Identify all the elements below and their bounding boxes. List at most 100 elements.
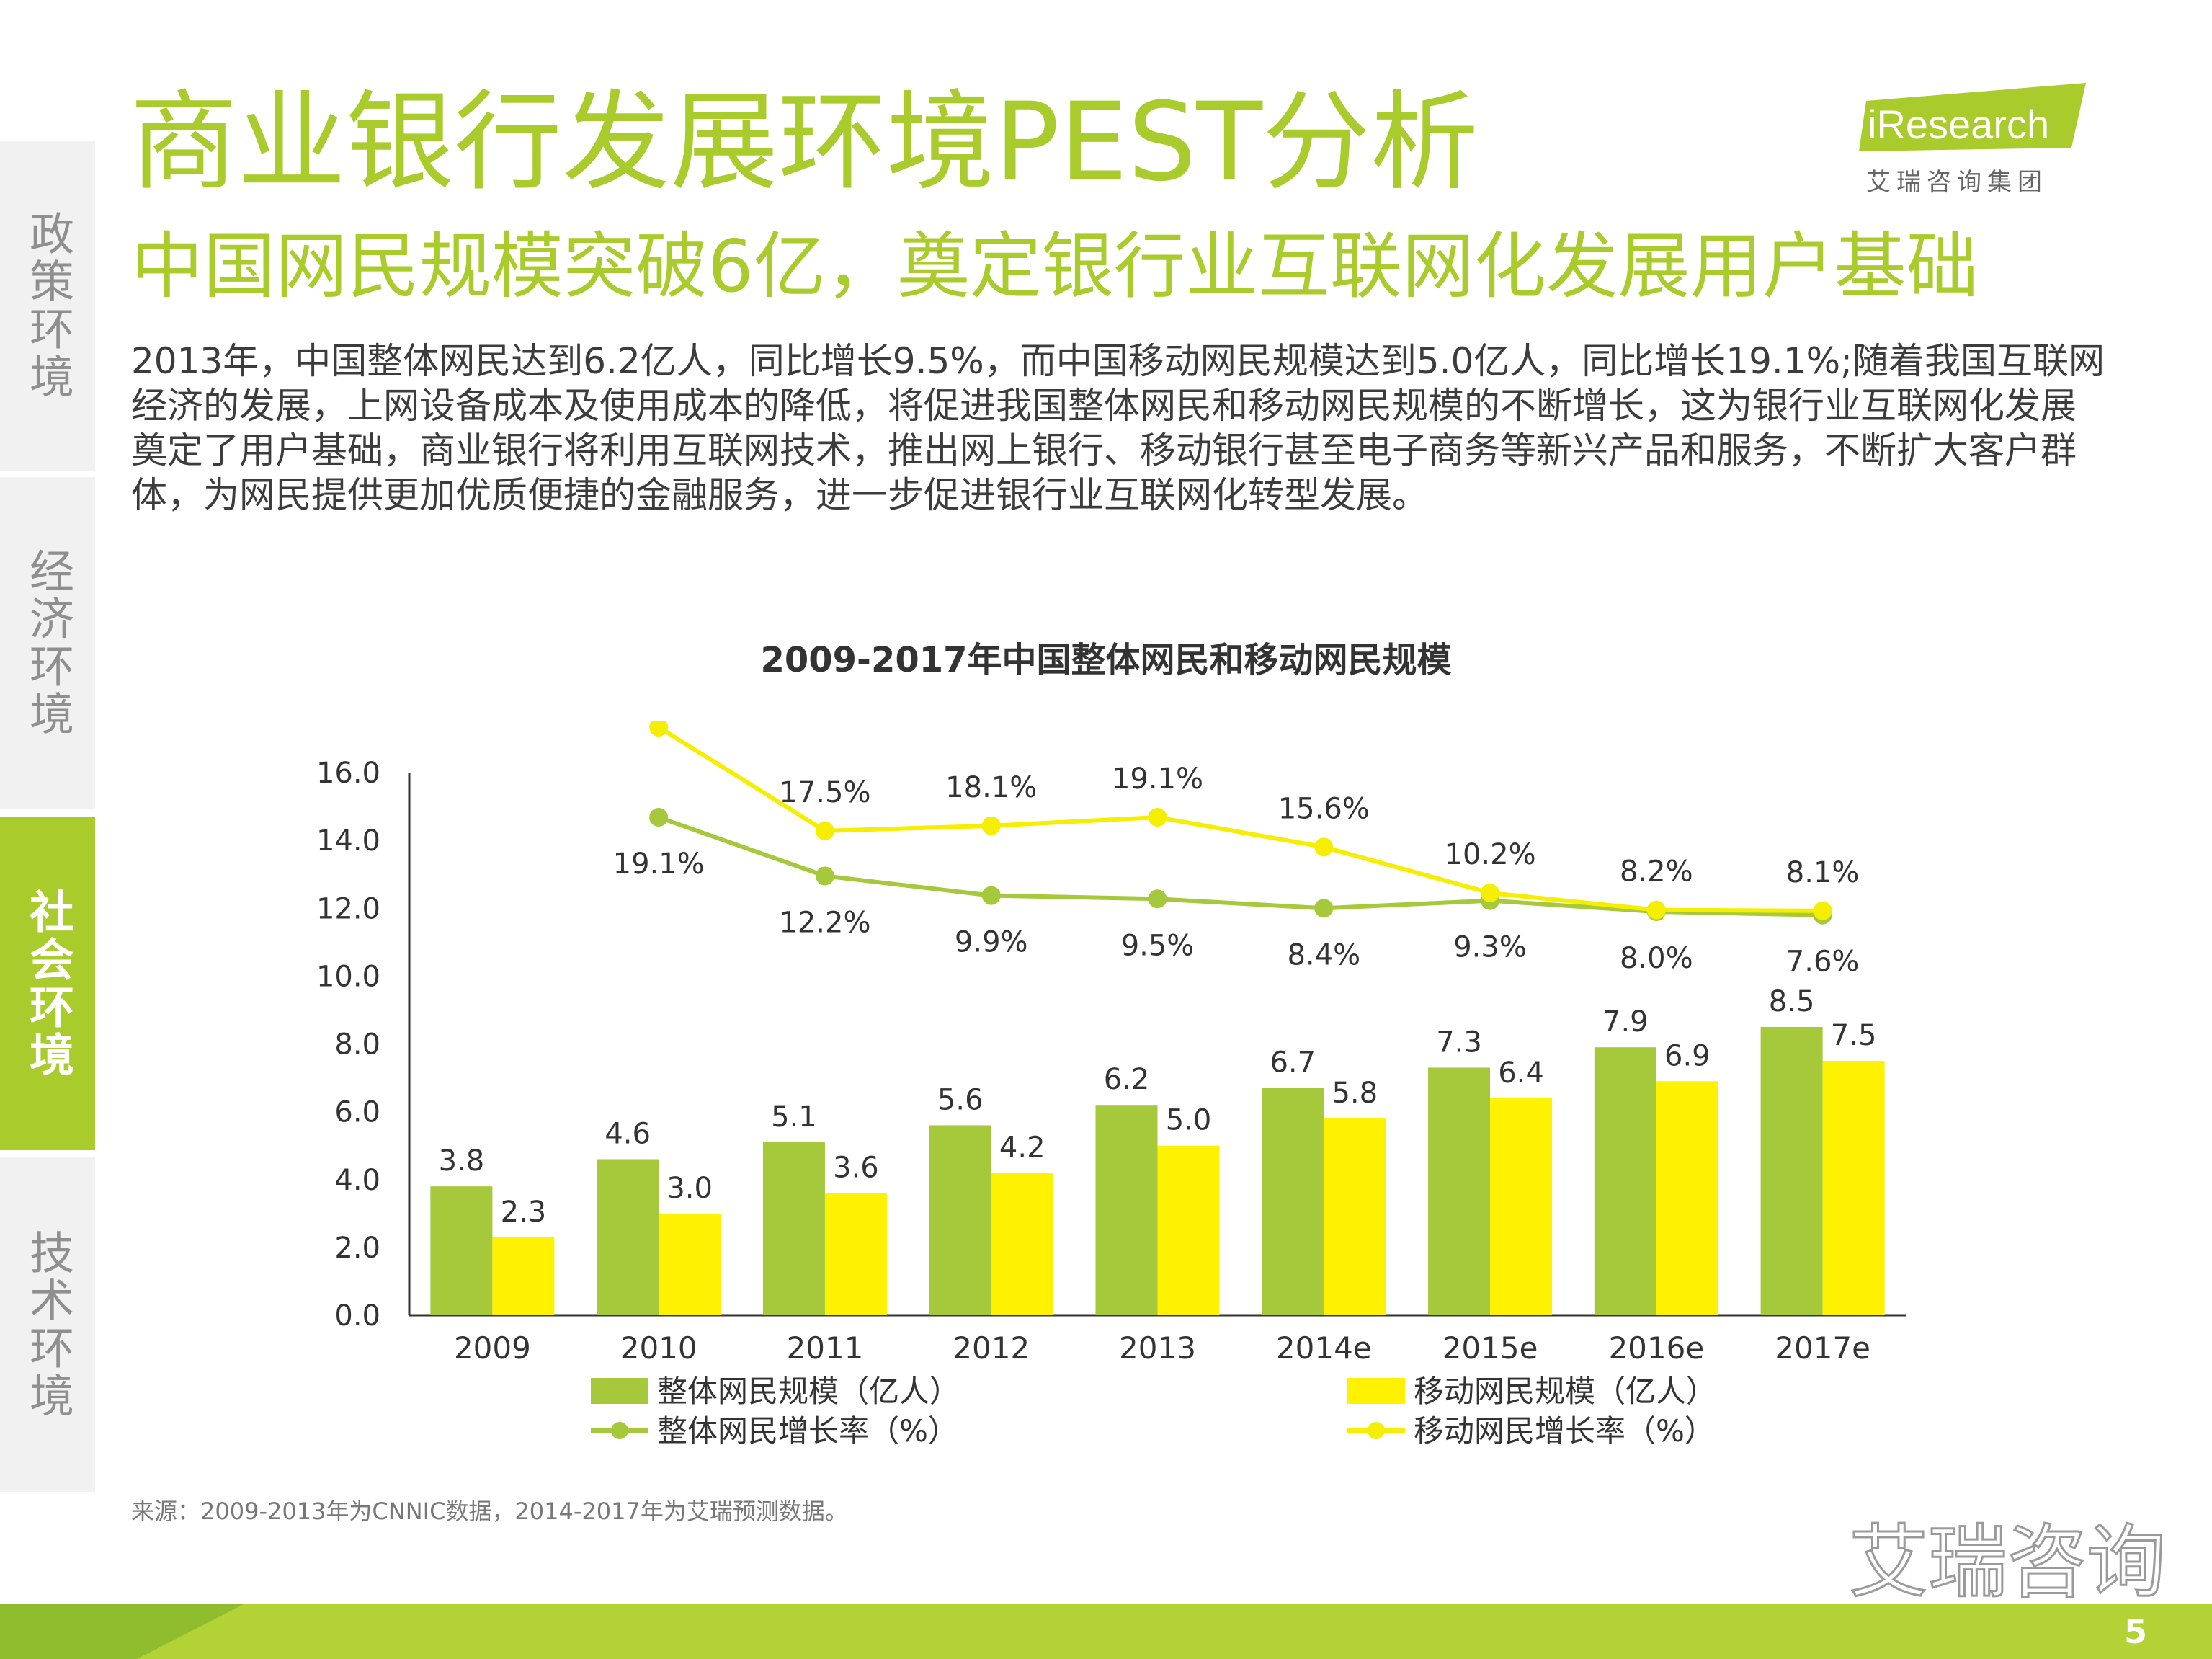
legend-mobile-growth-label: 移动网民增长率（%）	[1414, 1413, 1715, 1449]
data-label-total: 3.8	[439, 1144, 485, 1178]
data-label-mobile: 3.0	[666, 1172, 713, 1205]
point-mobile-growth	[1646, 900, 1666, 920]
y-tick-label: 14.0	[316, 824, 380, 858]
bar-mobile	[659, 1213, 721, 1315]
y-tick-label: 16.0	[316, 757, 380, 790]
y-tick-label: 12.0	[316, 892, 380, 925]
growth-label-total: 7.6%	[1786, 946, 1860, 979]
legend-mobile-swatch	[1347, 1378, 1405, 1404]
data-label-total: 5.6	[937, 1083, 984, 1116]
point-mobile-growth	[1314, 837, 1334, 857]
legend-total-growth-marker	[611, 1422, 628, 1439]
bar-mobile	[1324, 1118, 1386, 1315]
bar-mobile	[1822, 1061, 1885, 1315]
legend-mobile-growth-marker	[1368, 1422, 1385, 1439]
sidebar-item-label: 社会环境	[22, 889, 74, 1079]
x-tick-label: 2014e	[1276, 1330, 1372, 1366]
bar-total	[1428, 1067, 1491, 1315]
data-label-total: 6.7	[1270, 1046, 1316, 1080]
data-label-mobile: 6.4	[1498, 1057, 1544, 1090]
data-label-mobile: 6.9	[1664, 1039, 1711, 1072]
point-mobile-growth	[981, 816, 1001, 835]
x-tick-label: 2011	[786, 1330, 863, 1366]
bar-total	[1594, 1047, 1656, 1315]
data-label-mobile: 5.8	[1332, 1077, 1378, 1110]
bar-total	[597, 1159, 659, 1315]
y-tick-label: 6.0	[334, 1096, 380, 1129]
growth-label-mobile: 18.1%	[945, 771, 1037, 804]
sidebar-item-label: 政策环境	[22, 210, 74, 401]
growth-label-mobile: 19.1%	[1112, 762, 1203, 796]
bar-mobile	[1490, 1098, 1553, 1315]
point-mobile-growth	[1813, 901, 1832, 920]
data-label-total: 5.1	[771, 1100, 817, 1134]
growth-label-total: 8.4%	[1287, 938, 1360, 971]
logo-subtitle: 艾瑞咨询集团	[1866, 168, 2048, 197]
legend-mobile-label: 移动网民规模（亿人）	[1414, 1374, 1716, 1409]
data-label-total: 7.3	[1436, 1026, 1482, 1059]
sidebar-item-policy[interactable]: 政策环境	[0, 141, 95, 471]
growth-label-total: 9.5%	[1121, 929, 1195, 962]
x-tick-label: 2016e	[1608, 1330, 1704, 1366]
chart: 0.0 2.0 4.0 6.0 8.0 10.0 12.0 14.0 16.0 3.8 2.3 200…	[316, 721, 1906, 1449]
data-label-total: 4.6	[605, 1118, 651, 1151]
bar-total	[430, 1186, 493, 1315]
growth-label-mobile: 8.2%	[1620, 855, 1693, 889]
data-label-mobile: 3.6	[833, 1152, 879, 1185]
bar-mobile	[492, 1237, 555, 1315]
growth-label-total: 9.9%	[955, 926, 1028, 959]
sidebar-item-technology[interactable]: 技术环境	[0, 1157, 95, 1492]
chart-title: 2009-2017年中国整体网民和移动网民规模	[760, 640, 1452, 680]
point-total-growth	[1314, 899, 1334, 918]
x-tick-label: 2013	[1119, 1330, 1196, 1366]
page-title: 商业银行发展环境PEST分析	[130, 80, 1479, 205]
point-mobile-growth	[1148, 808, 1167, 827]
x-tick-label: 2010	[620, 1330, 697, 1366]
sidebar-item-label: 技术环境	[22, 1229, 74, 1420]
y-tick-label: 0.0	[334, 1299, 380, 1333]
y-tick-label: 4.0	[334, 1164, 380, 1197]
data-label-total: 6.2	[1104, 1063, 1150, 1096]
growth-label-mobile: 15.6%	[1278, 792, 1370, 825]
page-subtitle: 中国网民规模突破6亿，奠定银行业互联网化发展用户基础	[131, 224, 1979, 308]
sidebar-item-economy[interactable]: 经济环境	[0, 477, 95, 809]
svg-text:iResearch: iResearch	[1868, 102, 2049, 147]
point-total-growth	[1148, 889, 1167, 909]
data-label-total: 7.9	[1602, 1005, 1649, 1038]
x-tick-label: 2015e	[1442, 1330, 1538, 1366]
y-tick-label: 10.0	[316, 960, 380, 993]
growth-label-mobile: 17.5%	[779, 776, 870, 809]
y-tick-label: 8.0	[334, 1028, 380, 1062]
sidebar-item-society[interactable]: 社会环境	[0, 817, 95, 1150]
iresearch-logo: iResearch	[1859, 83, 2086, 151]
legend-total-swatch	[591, 1378, 648, 1404]
bar-total	[762, 1142, 825, 1315]
growth-label-total: 8.0%	[1620, 942, 1693, 975]
bar-mobile	[824, 1193, 887, 1315]
bar-total	[929, 1125, 991, 1315]
line-mobile-growth	[657, 725, 1823, 913]
line-total-growth	[658, 815, 1823, 917]
growth-label-total: 19.1%	[613, 848, 705, 881]
data-label-mobile: 4.2	[999, 1131, 1045, 1164]
y-tick-label: 2.0	[334, 1232, 380, 1265]
data-label-mobile: 2.3	[501, 1196, 547, 1229]
bar-mobile	[1656, 1081, 1718, 1315]
data-label-mobile: 7.5	[1831, 1019, 1877, 1052]
page-number: 5	[2123, 1612, 2147, 1651]
data-label-mobile: 5.0	[1166, 1104, 1212, 1137]
x-tick-label: 2012	[953, 1330, 1030, 1366]
footer-bar	[0, 1604, 2212, 1659]
legend-total-label: 整体网民规模（亿人）	[657, 1374, 960, 1409]
bar-mobile	[1157, 1145, 1220, 1315]
point-mobile-growth	[815, 821, 834, 840]
data-label-total: 8.5	[1769, 985, 1815, 1018]
bar-total	[1760, 1026, 1823, 1315]
x-tick-label: 2017e	[1775, 1330, 1870, 1366]
body-paragraph: 2013年，中国整体网民达到6.2亿人，同比增长9.5%，而中国移动网民规模达到…	[131, 340, 2105, 516]
point-total-growth	[981, 886, 1001, 905]
source-note: 来源：2009-2013年为CNNIC数据，2014-2017年为艾瑞预测数据。	[131, 1498, 848, 1525]
bar-total	[1095, 1105, 1158, 1315]
growth-label-mobile: 10.2%	[1445, 838, 1536, 871]
bar-mobile	[991, 1173, 1053, 1315]
